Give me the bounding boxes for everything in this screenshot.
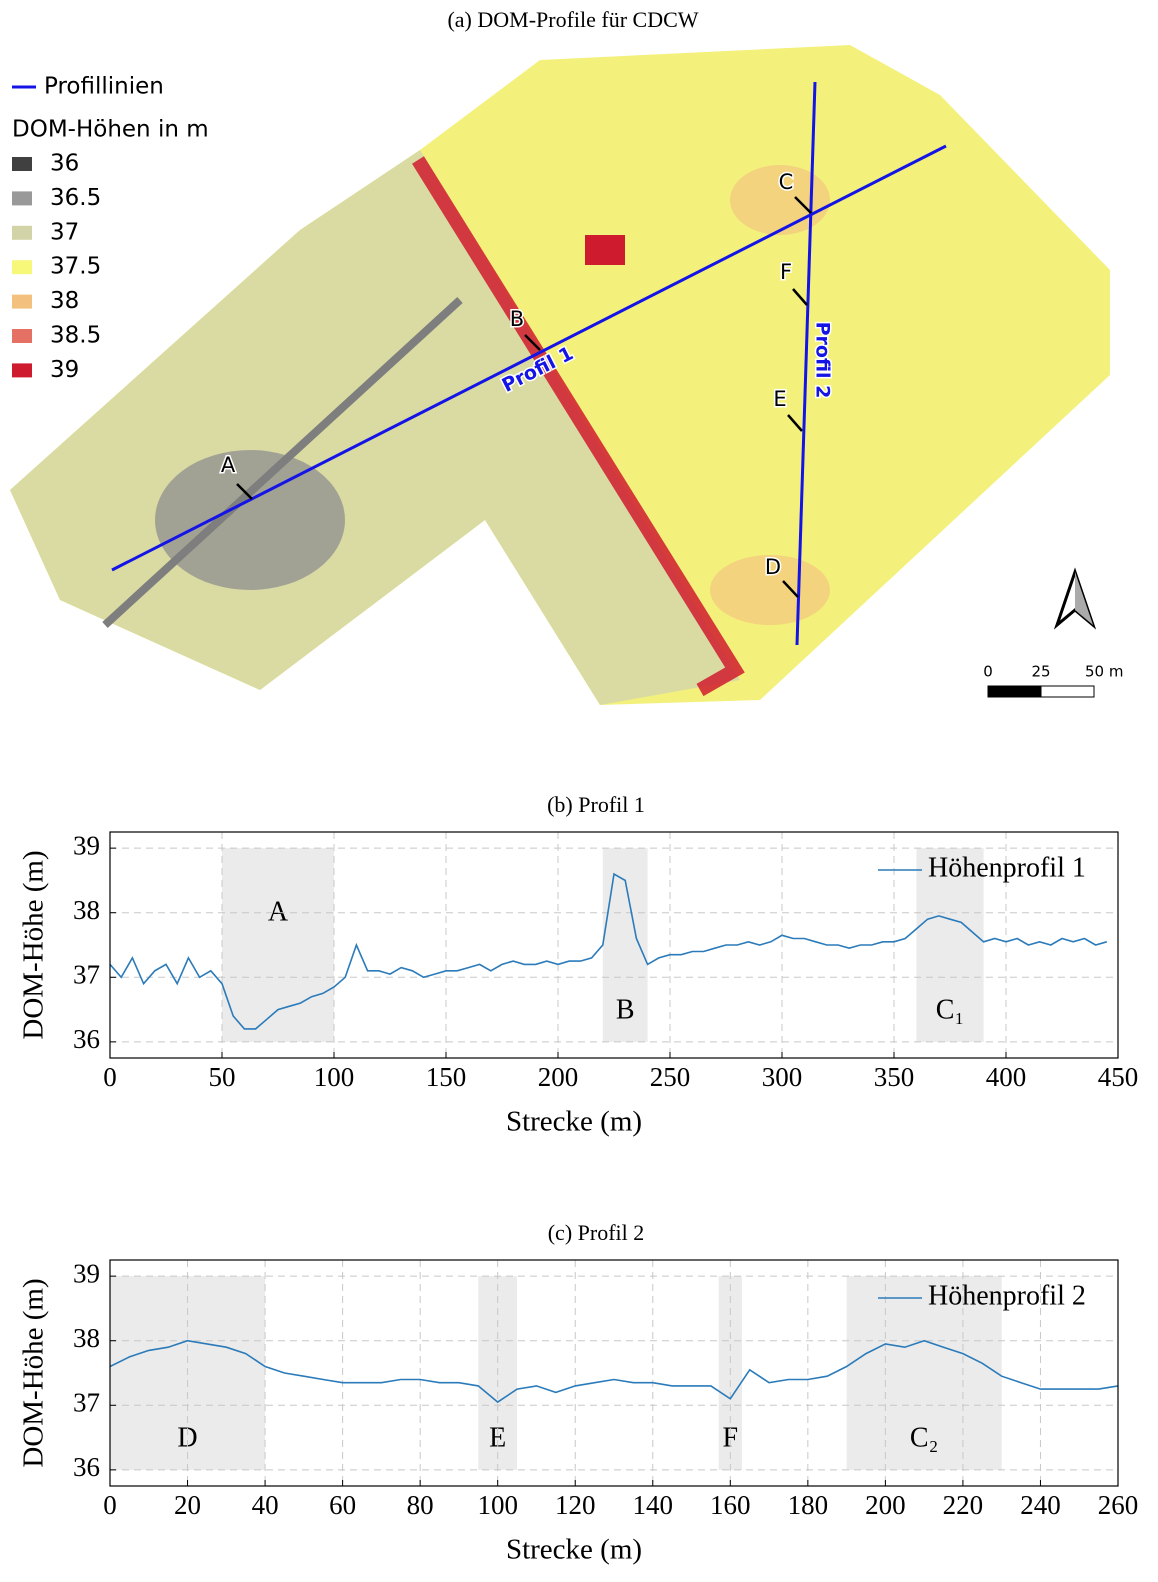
legend-swatch xyxy=(12,226,32,240)
region-label: E xyxy=(489,1422,506,1453)
x-tick-label: 120 xyxy=(555,1490,596,1520)
legend-swatch xyxy=(12,295,32,309)
y-tick-label: 38 xyxy=(73,1323,100,1353)
x-tick-label: 0 xyxy=(103,1062,117,1092)
map: Profillinien DOM-Höhen in m xyxy=(10,45,1110,705)
highlight-region xyxy=(222,848,334,1042)
legend-label: 36 xyxy=(50,151,79,177)
legend-label: Höhenprofil 2 xyxy=(928,1280,1086,1311)
x-tick-label: 350 xyxy=(874,1062,915,1092)
point-label: E xyxy=(773,387,786,411)
legend-title: DOM-Höhen in m xyxy=(12,117,209,143)
region-label: B xyxy=(616,994,635,1025)
x-tick-label: 260 xyxy=(1098,1490,1139,1520)
y-tick-label: 37 xyxy=(73,1387,100,1417)
x-tick-label: 180 xyxy=(788,1490,829,1520)
point-label: B xyxy=(510,307,524,331)
x-tick-label: 100 xyxy=(477,1490,518,1520)
x-axis-label: Strecke (m) xyxy=(506,1106,642,1138)
legend-swatch xyxy=(12,363,32,377)
x-tick-label: 300 xyxy=(762,1062,803,1092)
scale-bar xyxy=(1041,686,1094,697)
x-tick-label: 20 xyxy=(174,1490,201,1520)
legend-swatch xyxy=(12,329,32,343)
point-label: D xyxy=(765,555,781,579)
legend-label: 36.5 xyxy=(50,185,101,211)
scale-label: 0 xyxy=(983,663,993,681)
scale-bar xyxy=(988,686,1041,697)
y-tick-label: 36 xyxy=(73,1452,100,1482)
scale-label: 50 m xyxy=(1085,663,1123,681)
legend-swatch xyxy=(12,157,32,171)
x-tick-label: 200 xyxy=(538,1062,579,1092)
legend-label: Höhenprofil 1 xyxy=(928,852,1086,883)
x-tick-label: 250 xyxy=(650,1062,691,1092)
legend-swatch xyxy=(12,260,32,274)
chart-title: (c) Profil 2 xyxy=(548,1220,645,1245)
y-tick-label: 39 xyxy=(73,1258,100,1288)
region-label: A xyxy=(268,897,289,928)
x-tick-label: 40 xyxy=(252,1490,279,1520)
x-axis-label: Strecke (m) xyxy=(506,1534,642,1566)
map-building xyxy=(585,235,625,265)
y-tick-label: 39 xyxy=(73,830,100,860)
region-label: C₁ xyxy=(936,994,964,1025)
point-label: C xyxy=(779,170,794,194)
region-label: D xyxy=(177,1422,197,1453)
chart-title: (b) Profil 1 xyxy=(547,792,645,817)
map-title: (a) DOM-Profile für CDCW xyxy=(447,7,698,32)
scale-label: 25 xyxy=(1031,663,1050,681)
point-label: F xyxy=(780,260,792,284)
legend-label: 38.5 xyxy=(50,323,101,349)
y-axis-label: DOM-Höhe (m) xyxy=(18,1278,50,1467)
figure: (a) DOM-Profile für CDCW Profillinien DO… xyxy=(0,0,1158,1577)
legend-label: 38 xyxy=(50,288,79,314)
x-tick-label: 60 xyxy=(329,1490,356,1520)
x-tick-label: 400 xyxy=(986,1062,1027,1092)
x-tick-label: 160 xyxy=(710,1490,751,1520)
legend-label: Profillinien xyxy=(44,74,164,100)
x-tick-label: 200 xyxy=(865,1490,906,1520)
x-tick-label: 140 xyxy=(633,1490,674,1520)
x-tick-label: 150 xyxy=(426,1062,467,1092)
y-axis-label: DOM-Höhe (m) xyxy=(18,850,50,1039)
x-tick-label: 50 xyxy=(209,1062,236,1092)
region-label: C₂ xyxy=(910,1422,938,1453)
x-tick-label: 450 xyxy=(1098,1062,1139,1092)
map-depression xyxy=(155,450,345,590)
x-tick-label: 100 xyxy=(314,1062,355,1092)
legend-label: 37.5 xyxy=(50,254,101,280)
x-tick-label: 220 xyxy=(943,1490,984,1520)
x-tick-label: 240 xyxy=(1020,1490,1061,1520)
y-tick-label: 36 xyxy=(73,1024,100,1054)
profile-label: Profil 2 xyxy=(812,322,834,399)
x-tick-label: 80 xyxy=(407,1490,434,1520)
legend-swatch xyxy=(12,191,32,205)
legend-label: 39 xyxy=(50,357,79,383)
region-label: F xyxy=(723,1422,739,1453)
x-tick-label: 0 xyxy=(103,1490,117,1520)
point-label: A xyxy=(221,453,236,477)
legend-label: 37 xyxy=(50,219,79,245)
y-tick-label: 38 xyxy=(73,895,100,925)
y-tick-label: 37 xyxy=(73,959,100,989)
